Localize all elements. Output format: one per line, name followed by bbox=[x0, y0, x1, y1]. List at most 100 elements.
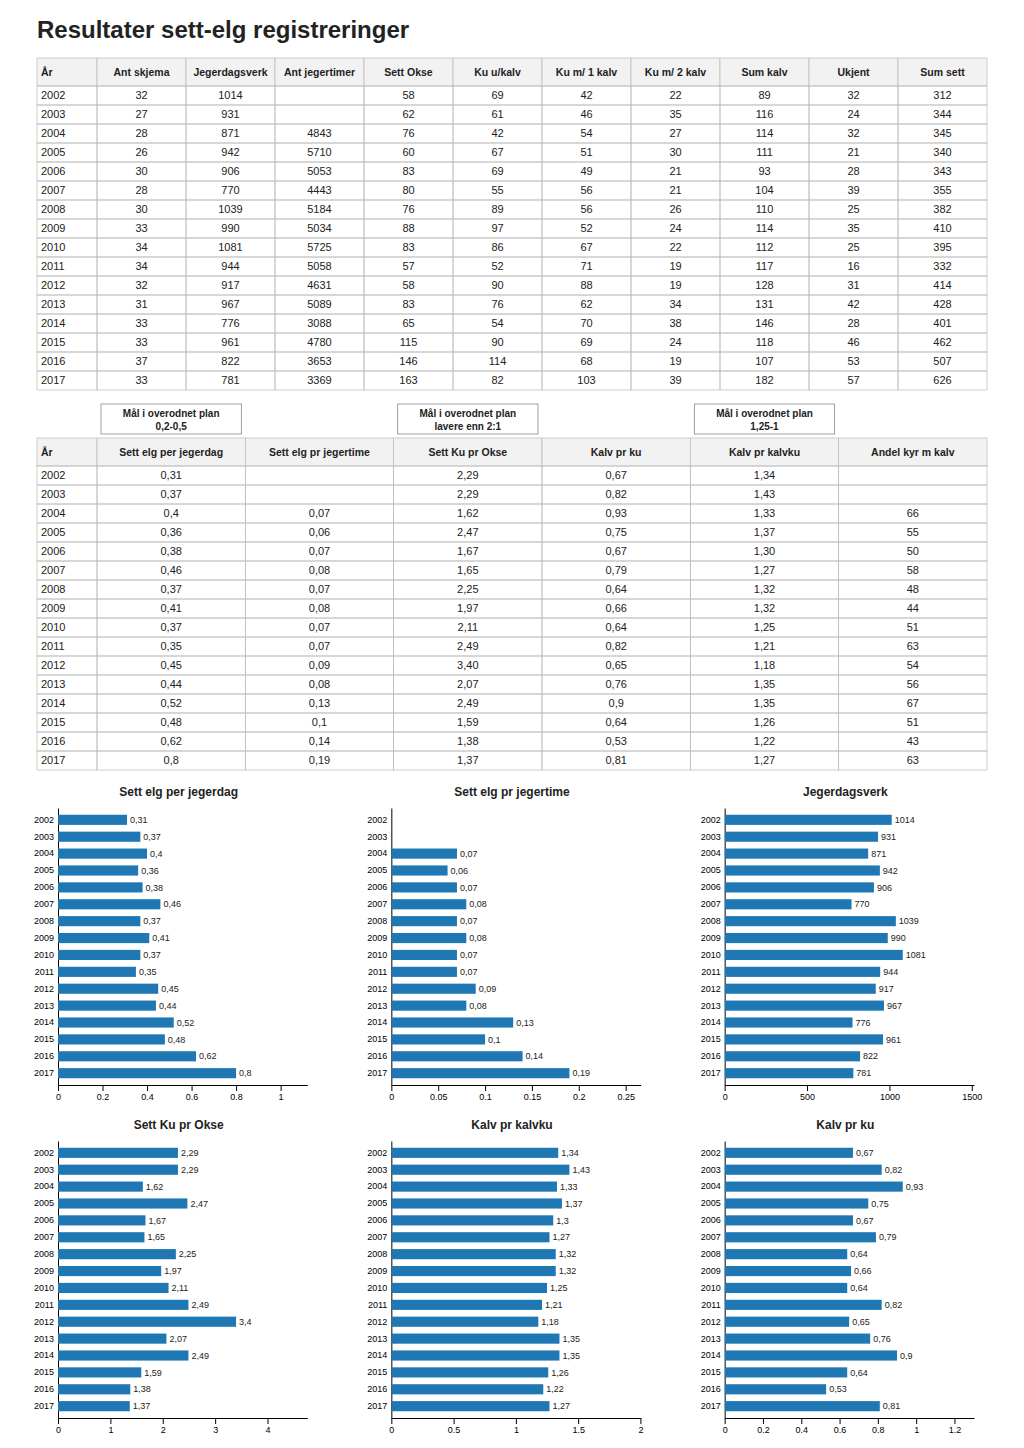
table-value: 2,11 bbox=[458, 621, 479, 633]
table-header-cell bbox=[839, 438, 987, 466]
data-label: 1,33 bbox=[560, 1182, 578, 1192]
table-value: 0,75 bbox=[605, 526, 626, 538]
table-value-cell bbox=[453, 162, 542, 181]
table-value-cell bbox=[186, 352, 275, 371]
data-label: 0,1 bbox=[488, 1035, 501, 1045]
data-label: 1,27 bbox=[553, 1232, 571, 1242]
row-label-cell bbox=[37, 751, 97, 770]
tick-label: 2012 bbox=[367, 984, 387, 994]
tick-label: 0.2 bbox=[757, 1425, 770, 1435]
table-value: 51 bbox=[580, 146, 592, 158]
table-value-cell bbox=[245, 675, 393, 694]
y-axis: 2002200320042005200620072008200920102011… bbox=[701, 1142, 726, 1419]
tick: 2005 bbox=[701, 1198, 725, 1208]
tick-label: 2002 bbox=[367, 815, 387, 825]
table-value-cell bbox=[898, 352, 987, 371]
tick: 2006 bbox=[367, 1215, 391, 1225]
tick-mark bbox=[391, 1418, 392, 1424]
tick-label: 0.4 bbox=[796, 1425, 809, 1435]
table-value-cell bbox=[720, 314, 809, 333]
tick-label: 2008 bbox=[34, 1249, 54, 1259]
tick-label: 2015 bbox=[367, 1034, 387, 1044]
table-value: 0,44 bbox=[160, 678, 181, 690]
table-value-cell bbox=[542, 86, 631, 105]
table-value: 52 bbox=[491, 260, 503, 272]
tick: 2015 bbox=[34, 1367, 58, 1377]
table-value: 312 bbox=[933, 89, 951, 101]
bar bbox=[725, 882, 874, 892]
axis-line bbox=[59, 1085, 308, 1086]
bar bbox=[725, 967, 881, 977]
table-value: 110 bbox=[756, 203, 774, 215]
data-label: 871 bbox=[871, 849, 886, 859]
table-value-cell bbox=[542, 162, 631, 181]
tick-label: 1500 bbox=[962, 1092, 982, 1102]
table-value-cell bbox=[275, 86, 364, 105]
data-label: 0,41 bbox=[152, 933, 170, 943]
table-value-cell bbox=[898, 371, 987, 390]
tick-label: 2008 bbox=[367, 1249, 387, 1259]
bar bbox=[725, 1334, 871, 1344]
tick-mark bbox=[801, 1418, 802, 1424]
table-value: 54 bbox=[907, 659, 919, 671]
table-value: 56 bbox=[580, 184, 592, 196]
tick-label: 2013 bbox=[701, 1000, 721, 1010]
data-label: 1,32 bbox=[559, 1249, 577, 1259]
tick-label: 2004 bbox=[367, 848, 387, 858]
table-value: 128 bbox=[755, 279, 773, 291]
data-label: 1,27 bbox=[553, 1401, 571, 1411]
table-value: 0,79 bbox=[605, 564, 626, 576]
table-value-cell bbox=[275, 314, 364, 333]
table-value: 104 bbox=[755, 184, 773, 196]
table-value-cell bbox=[542, 694, 690, 713]
tick-label: 1 bbox=[108, 1425, 113, 1435]
table-value: 19 bbox=[669, 279, 681, 291]
table-header-cell bbox=[394, 438, 542, 466]
tick: 2008 bbox=[34, 1249, 58, 1259]
table-value: 961 bbox=[221, 336, 239, 348]
table-value: 0,37 bbox=[160, 621, 181, 633]
table-value-cell bbox=[839, 675, 987, 694]
bars bbox=[58, 1148, 236, 1411]
table-value-cell bbox=[809, 86, 898, 105]
annotation-box bbox=[694, 404, 834, 434]
table-value-cell bbox=[809, 105, 898, 124]
table-value: 51 bbox=[907, 621, 919, 633]
table-header: Andel kyr m kalv bbox=[871, 446, 955, 458]
table-value: 5184 bbox=[307, 203, 331, 215]
bar bbox=[391, 1334, 559, 1344]
table-value: 69 bbox=[580, 336, 592, 348]
table-value: 46 bbox=[580, 108, 592, 120]
tick-label: 2008 bbox=[701, 1249, 721, 1259]
table-value: 65 bbox=[402, 317, 414, 329]
data-label: 1,97 bbox=[164, 1266, 182, 1276]
row-label: 2007 bbox=[41, 564, 65, 576]
table-value: 4843 bbox=[307, 127, 331, 139]
table-value: 917 bbox=[221, 279, 239, 291]
table-value: 39 bbox=[847, 184, 859, 196]
tick: 2008 bbox=[34, 916, 58, 926]
tick: 0.2 bbox=[97, 1085, 110, 1102]
table-value-cell bbox=[839, 618, 987, 637]
table-value: 871 bbox=[221, 127, 239, 139]
data-label: 0,48 bbox=[168, 1035, 186, 1045]
table-value-cell bbox=[690, 542, 838, 561]
tick-label: 2005 bbox=[367, 865, 387, 875]
tick-label: 2004 bbox=[701, 1181, 721, 1191]
tick-mark bbox=[281, 1085, 282, 1091]
table-value: 0,65 bbox=[605, 659, 626, 671]
tick: 0 bbox=[389, 1418, 394, 1435]
table-value-cell bbox=[245, 542, 393, 561]
tick-label: 2005 bbox=[701, 865, 721, 875]
table-value-cell bbox=[898, 200, 987, 219]
data-label: 0,44 bbox=[159, 1001, 177, 1011]
y-axis: 2002200320042005200620072008200920102011… bbox=[367, 1142, 392, 1419]
table-header: År bbox=[41, 66, 53, 78]
table-value: 54 bbox=[491, 317, 503, 329]
table-value-cell bbox=[809, 276, 898, 295]
table-value-cell bbox=[542, 713, 690, 732]
table-value: 90 bbox=[491, 279, 503, 291]
table-value: 163 bbox=[399, 374, 417, 386]
table-value: 345 bbox=[933, 127, 951, 139]
table-value: 88 bbox=[402, 222, 414, 234]
